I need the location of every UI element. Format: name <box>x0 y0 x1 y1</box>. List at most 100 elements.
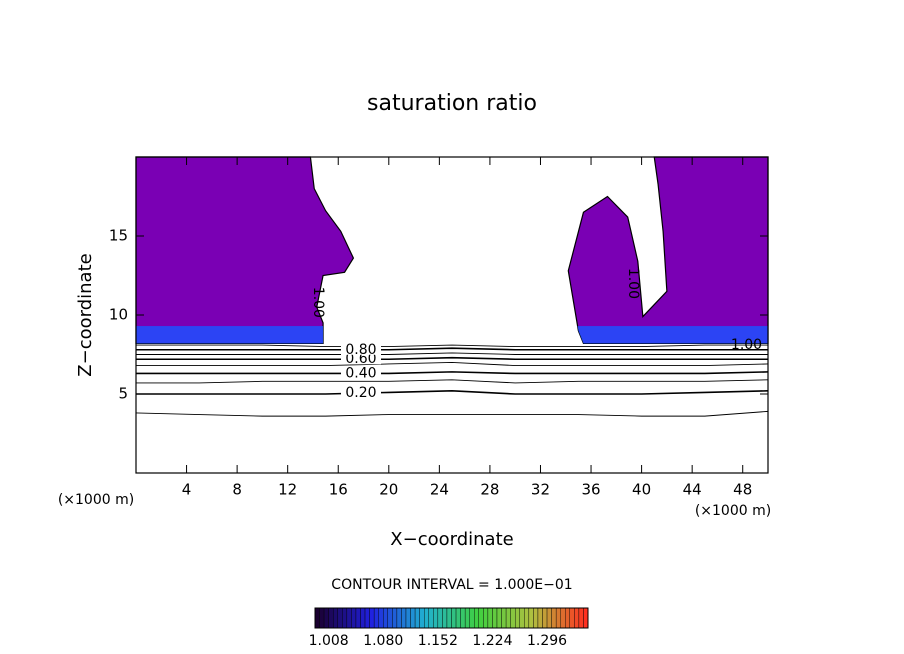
x-tick-label: 8 <box>232 481 242 499</box>
y-axis-label: Z−coordinate <box>75 253 96 376</box>
colorbar-cell <box>583 607 589 629</box>
colorbar-cell <box>483 607 489 629</box>
colorbar-tick-label: 1.296 <box>527 633 567 649</box>
x-tick-label: 48 <box>733 481 752 499</box>
contour-line <box>135 410 769 417</box>
colorbar-cell <box>574 607 580 629</box>
colorbar-cell <box>569 607 575 629</box>
colorbar-cell <box>524 607 530 629</box>
x-tick-label: 20 <box>379 481 398 499</box>
colorbar-cell <box>464 607 470 629</box>
colorbar-cell <box>337 607 343 629</box>
colorbar-cell <box>519 607 525 629</box>
colorbar-cell <box>460 607 466 629</box>
colorbar-cell <box>410 607 416 629</box>
colorbar-cell <box>364 607 370 629</box>
x-tick-label: 36 <box>581 481 600 499</box>
colorbar-cell <box>419 607 425 629</box>
label-gap <box>340 354 381 365</box>
x-tick-label: 16 <box>329 481 348 499</box>
colorbar-cell <box>333 607 338 629</box>
colorbar-cell <box>455 607 461 629</box>
x-axis-label: X−coordinate <box>390 529 513 550</box>
colorbar-cell <box>396 607 402 629</box>
x-tick-label: 12 <box>278 481 297 499</box>
colorbar-tick-label: 1.152 <box>418 633 458 649</box>
x-tick-label: 32 <box>531 481 550 499</box>
contour-line <box>136 344 768 348</box>
colorbar-cell <box>319 607 325 629</box>
colorbar-cell <box>487 607 493 629</box>
label-gap <box>340 368 381 379</box>
contour-interval: CONTOUR INTERVAL = 1.000E−01 <box>331 577 572 593</box>
label-gap <box>340 388 381 399</box>
contour-line <box>136 390 769 395</box>
colorbar-cell <box>373 607 379 629</box>
colorbar-cell <box>478 607 484 629</box>
contour-label: 1.00 <box>310 287 326 318</box>
contour-line <box>136 361 769 367</box>
colorbar-cell <box>496 607 502 629</box>
colorbar-cell <box>537 607 543 629</box>
colorbar-tick-label: 1.224 <box>472 633 512 649</box>
colorbar-tick-label: 1.008 <box>309 633 349 649</box>
colorbar-cell <box>546 607 552 629</box>
colorbar-cell <box>437 607 443 629</box>
colorbar-cell <box>314 607 320 629</box>
colorbar-cell <box>424 607 429 629</box>
colorbar-cell <box>578 607 584 629</box>
colorbar-frame <box>314 607 589 629</box>
x-unit-label: (×1000 m) <box>695 503 771 519</box>
colorbar-cell <box>346 607 352 629</box>
contour-line <box>136 379 769 384</box>
contour-label: 0.60 <box>345 351 376 367</box>
colorbar-cell <box>387 607 393 629</box>
colorbar-cell <box>528 607 534 629</box>
colorbar-cell <box>351 607 357 629</box>
y-tick-label: 5 <box>118 385 128 403</box>
contour-label: 0.20 <box>345 385 376 401</box>
colorbar-cell <box>414 607 420 629</box>
colorbar-cell <box>542 607 548 629</box>
colorbar-cell <box>560 607 566 629</box>
contour-label: 1.00 <box>731 337 762 353</box>
contour-line <box>136 371 769 375</box>
colorbar-cell <box>446 607 452 629</box>
contour-label: 1.00 <box>625 268 641 299</box>
colorbar-cell <box>442 607 448 629</box>
x-tick-label: 44 <box>683 481 702 499</box>
contour-line <box>136 352 768 355</box>
colorbar-cell <box>342 607 348 629</box>
colorbar-cell <box>510 607 516 629</box>
colorbar-cell <box>492 607 498 629</box>
colorbar-cell <box>469 607 475 629</box>
colorbar-cell <box>551 607 557 629</box>
colorbar-cell <box>323 607 329 629</box>
colorbar-cell <box>392 607 398 629</box>
x-tick-label: 40 <box>632 481 651 499</box>
colorbar-cell <box>355 607 361 629</box>
x-tick-label: 4 <box>182 481 192 499</box>
colorbar-cell <box>565 607 571 629</box>
colorbar-cell <box>328 607 334 629</box>
colorbar-cell <box>515 607 520 629</box>
x-tick-label: 28 <box>480 481 499 499</box>
colorbar-cell <box>433 607 439 629</box>
colorbar-cell <box>383 607 389 629</box>
colorbar-cell <box>451 607 457 629</box>
colorbar-cell <box>505 607 511 629</box>
x-tick-label: 24 <box>430 481 449 499</box>
colorbar-cell <box>555 607 561 629</box>
y-tick-label: 15 <box>109 227 128 245</box>
label-gap <box>340 344 381 355</box>
colorbar-cell <box>533 607 539 629</box>
y-tick-label: 10 <box>109 306 128 324</box>
colorbar-cell <box>401 607 407 629</box>
low-band <box>136 326 768 344</box>
contour-label: 0.40 <box>345 365 376 381</box>
contour-line <box>136 347 768 351</box>
contour-line <box>136 356 768 361</box>
contour-label: 0.80 <box>345 342 376 358</box>
